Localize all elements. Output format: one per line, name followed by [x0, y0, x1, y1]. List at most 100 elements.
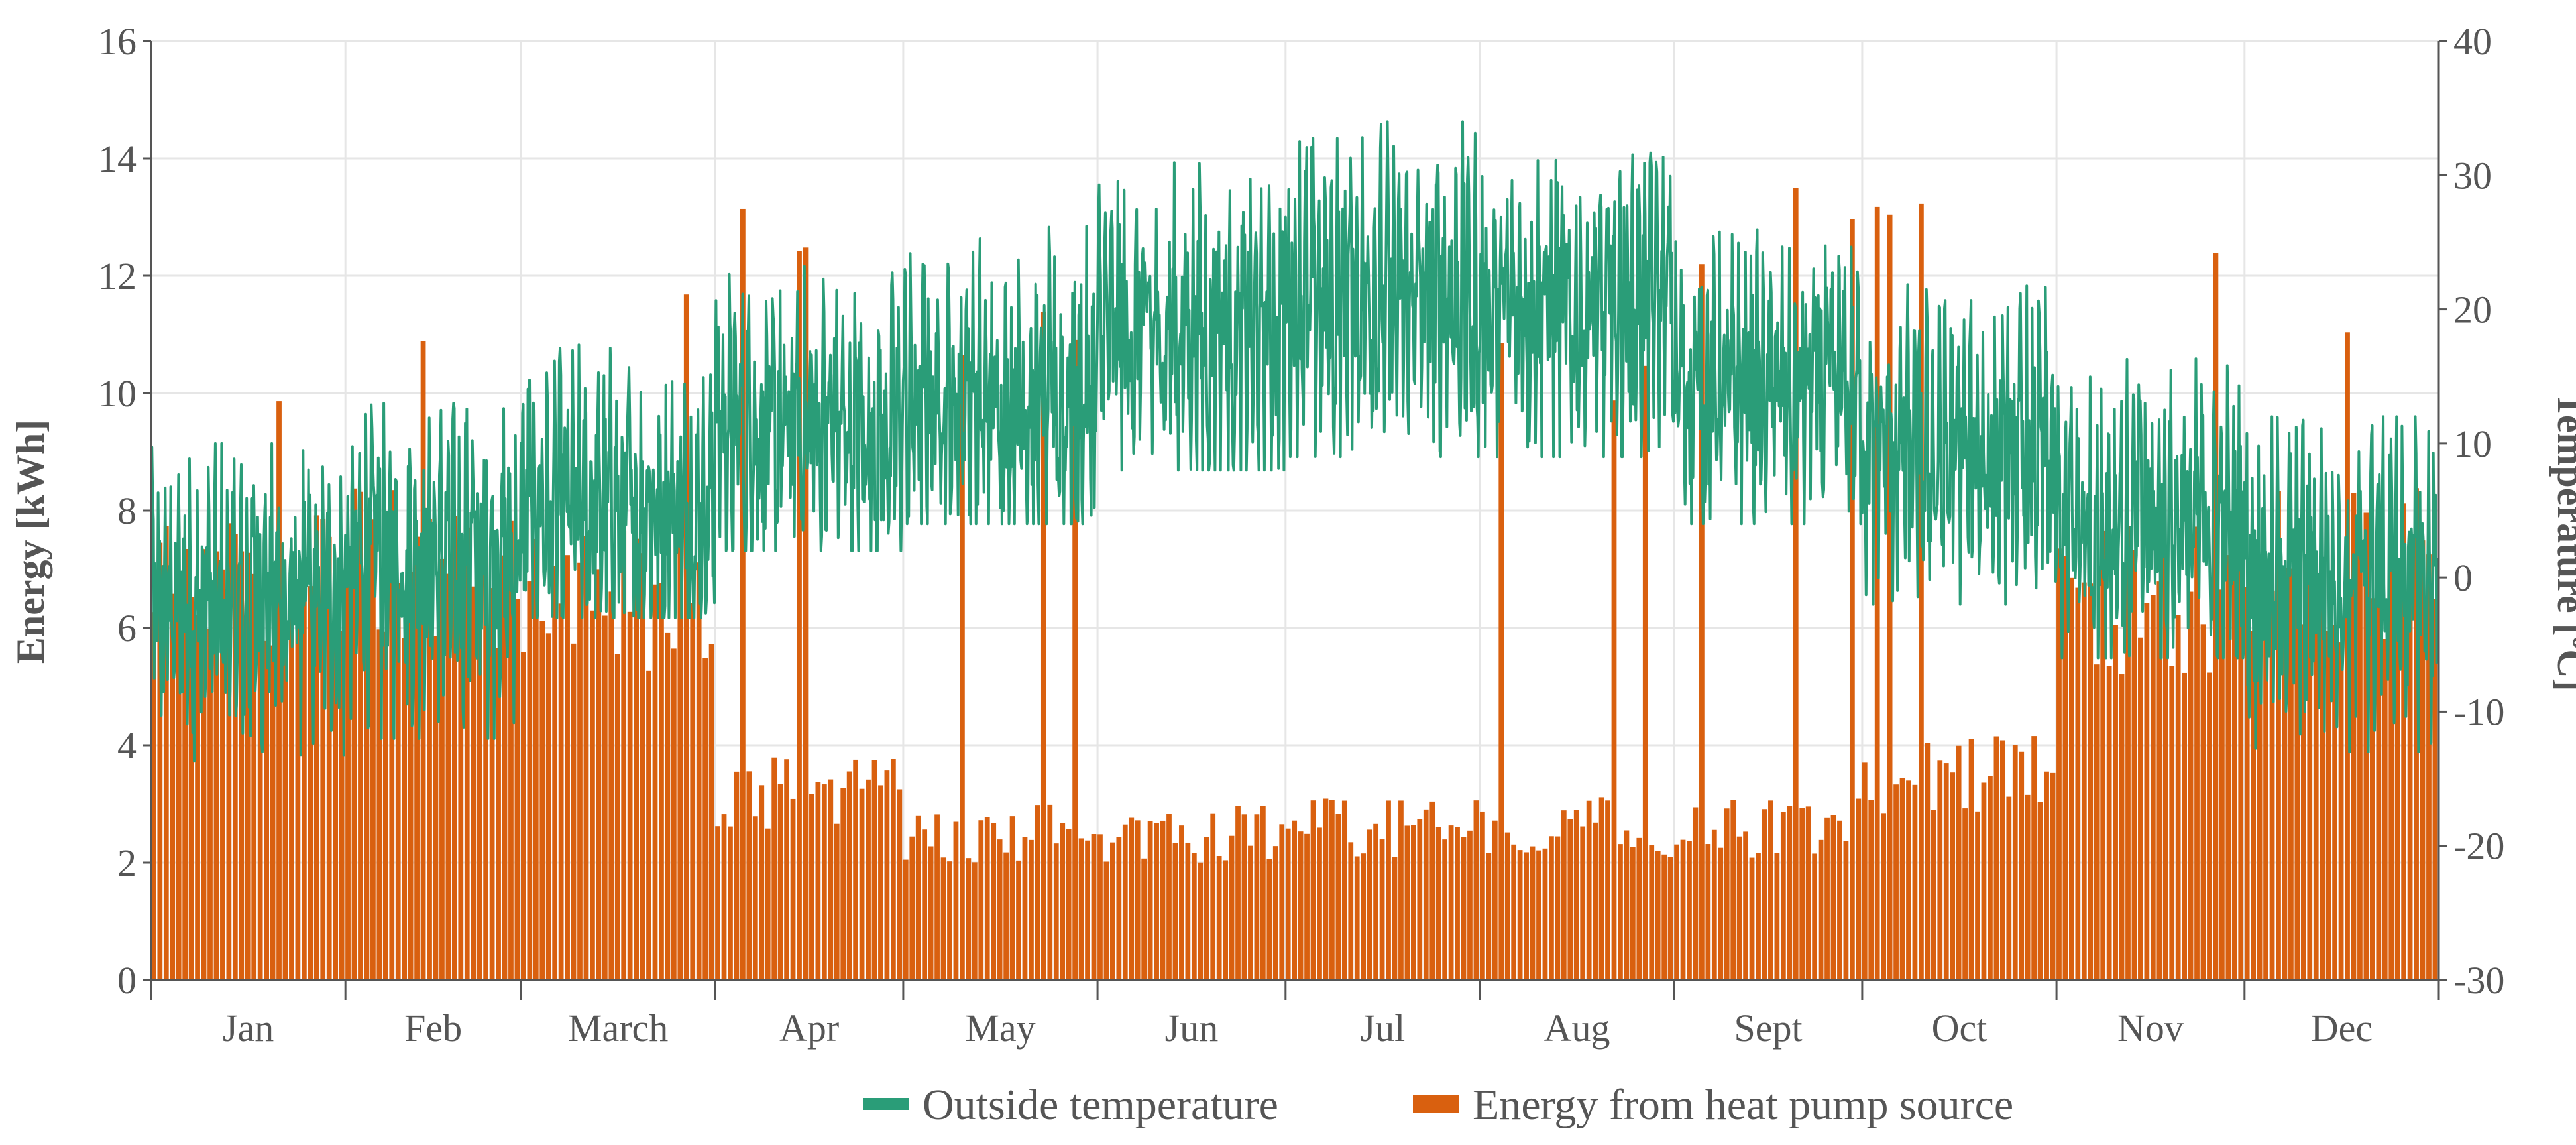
energy-bar [1680, 839, 1686, 980]
energy-bar [991, 823, 997, 980]
energy-bar [2194, 526, 2200, 980]
energy-bar [871, 760, 877, 980]
energy-bar [953, 821, 959, 980]
energy-bar [1893, 784, 1899, 980]
energy-bar [1417, 819, 1423, 980]
energy-bar [170, 593, 176, 980]
y2-tick-label: 10 [2453, 422, 2492, 465]
energy-bar [2244, 587, 2250, 980]
energy-bar [884, 770, 890, 980]
energy-bar [1561, 810, 1567, 980]
energy-bar [784, 759, 789, 980]
y-axis-title: Energy [kWh] [9, 420, 52, 664]
energy-bar [777, 784, 783, 980]
y-tick-label: 0 [117, 959, 137, 1002]
energy-bar [640, 553, 645, 980]
energy-bar [376, 629, 382, 980]
energy-bar [458, 574, 464, 980]
energy-bar [1618, 844, 1623, 980]
energy-bar [1029, 839, 1034, 980]
energy-bar [1435, 827, 1441, 980]
energy-bar [1398, 800, 1404, 980]
energy-bar [483, 516, 489, 980]
energy-bar [2037, 802, 2043, 980]
energy-bar [2219, 589, 2225, 980]
energy-bar [590, 610, 595, 980]
energy-bar [1392, 857, 1398, 980]
energy-bar [803, 247, 809, 981]
energy-bar [339, 631, 345, 980]
y-tick-label: 12 [98, 255, 137, 298]
energy-bar [1216, 856, 1222, 980]
energy-bar [358, 491, 363, 980]
energy-bar [1931, 810, 1936, 980]
y2-tick-label: 30 [2453, 154, 2492, 197]
energy-bar [232, 534, 238, 980]
energy-bar [1624, 830, 1630, 980]
energy-bar [771, 757, 777, 980]
energy-bar [1756, 853, 1761, 980]
energy-bar [1448, 825, 1454, 980]
energy-bar [1272, 846, 1278, 980]
energy-bar [2357, 543, 2363, 980]
energy-bar [1379, 839, 1385, 980]
energy-bar [276, 401, 282, 980]
energy-bar [2313, 599, 2319, 980]
energy-bar [1674, 844, 1679, 980]
energy-bar [2031, 736, 2037, 980]
energy-bar [2069, 577, 2074, 980]
energy-bar [1473, 800, 1479, 980]
energy-bar [1410, 825, 1416, 980]
x-tick-label: Oct [1932, 1006, 1988, 1050]
energy-bar [2113, 625, 2118, 980]
energy-bar [163, 526, 169, 980]
energy-bar [815, 782, 821, 980]
energy-bar [1605, 800, 1610, 980]
energy-bar [2414, 488, 2419, 980]
energy-bar [846, 771, 852, 980]
energy-bar [708, 644, 714, 980]
energy-bar [1455, 827, 1460, 980]
y-tick-label: 16 [98, 20, 137, 63]
energy-bar [1511, 844, 1517, 980]
energy-bar [1404, 825, 1410, 980]
energy-bar [859, 788, 865, 980]
energy-bar [2182, 672, 2187, 980]
energy-bar [1799, 808, 1805, 980]
energy-bar [1097, 834, 1103, 980]
energy-bar [1762, 809, 1767, 980]
energy-bar [878, 785, 883, 980]
energy-bar [721, 814, 727, 980]
y-tick-label: 2 [117, 841, 137, 884]
energy-bar [496, 648, 501, 980]
energy-bar [2119, 674, 2125, 980]
energy-bar [508, 520, 514, 980]
energy-bar [659, 583, 664, 980]
energy-bar [451, 516, 457, 980]
energy-bar [646, 670, 651, 980]
energy-bar [176, 586, 182, 980]
energy-bar [1009, 816, 1015, 980]
energy-bar [1298, 831, 1304, 980]
energy-bar [2420, 540, 2426, 980]
energy-bar [1580, 826, 1586, 980]
energy-bar [1166, 814, 1172, 980]
energy-bar [326, 536, 332, 980]
energy-bar [1429, 801, 1435, 980]
energy-bar [1129, 817, 1135, 980]
energy-bar [909, 836, 915, 980]
energy-bar [2388, 567, 2394, 980]
energy-bar [2276, 491, 2281, 980]
y2-tick-label: 0 [2453, 556, 2473, 599]
energy-bar [2207, 672, 2212, 980]
energy-bar [890, 759, 896, 980]
y-tick-label: 6 [117, 607, 137, 650]
energy-bar [2294, 534, 2300, 980]
energy-bar [471, 586, 476, 980]
energy-bar [188, 597, 194, 980]
energy-bar [1367, 829, 1372, 980]
energy-bar [596, 569, 602, 980]
energy-bar [402, 638, 408, 980]
energy-bar [1085, 840, 1090, 980]
energy-bar [207, 629, 213, 980]
